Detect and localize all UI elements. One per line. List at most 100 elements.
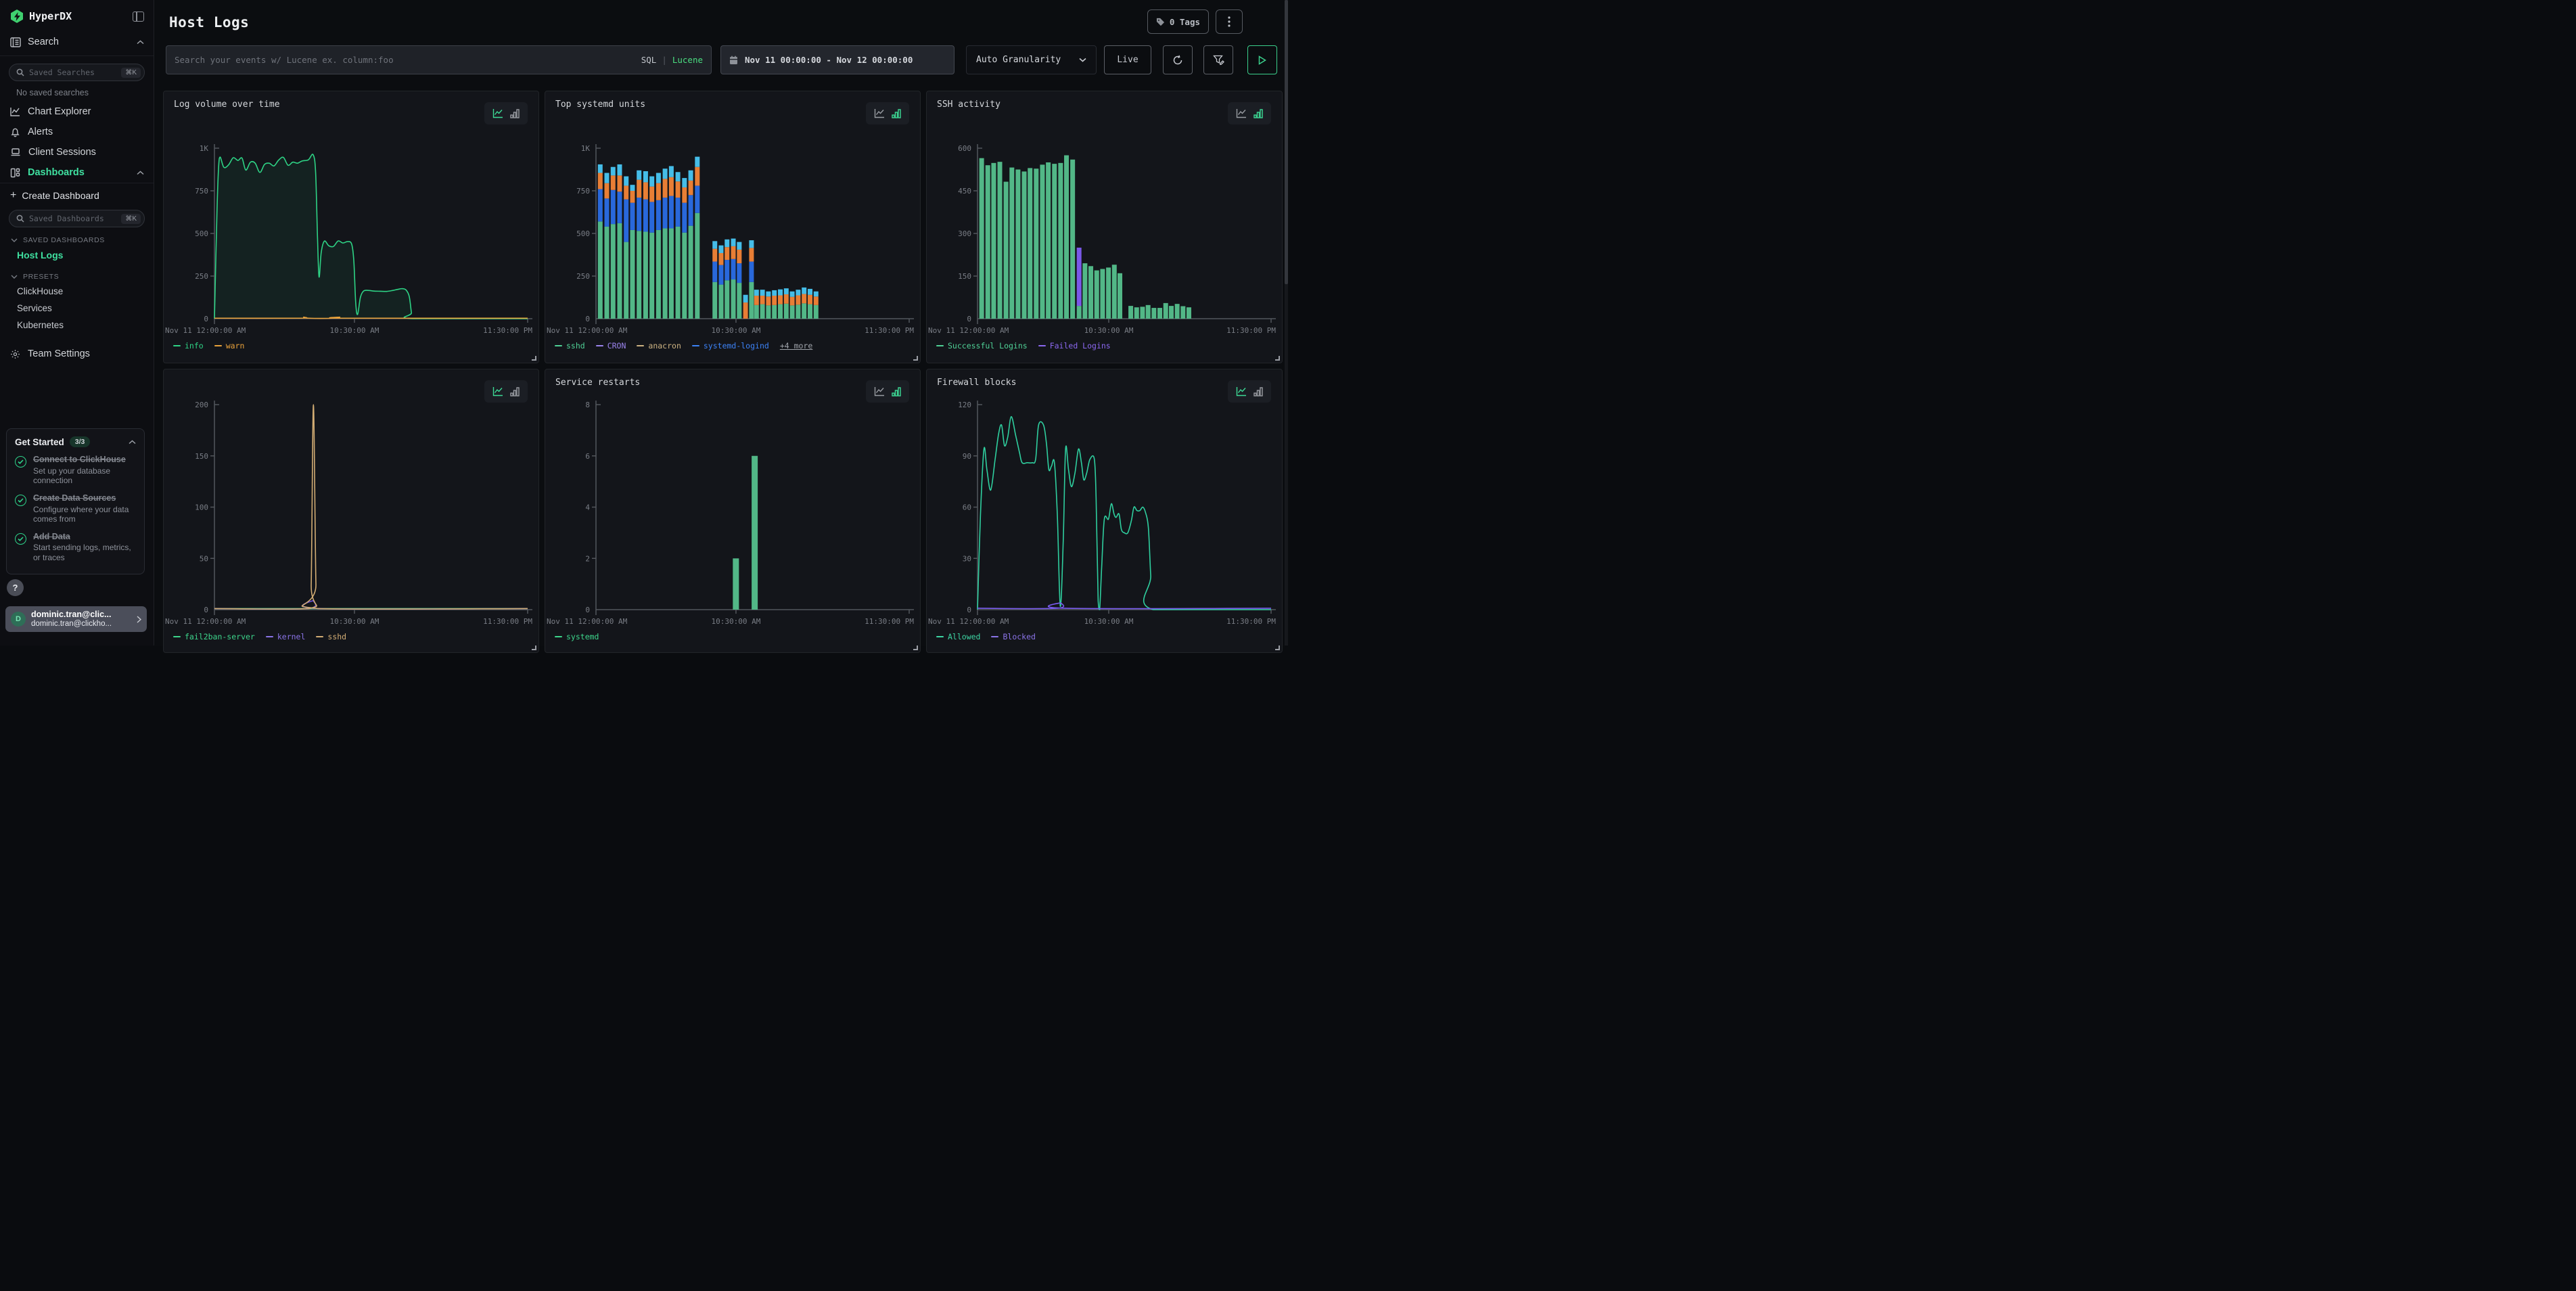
sidebar-item-kubernetes[interactable]: Kubernetes [17, 320, 64, 330]
bar-segment [1151, 308, 1157, 319]
chart-panel-auth-failures[interactable]: 200 150 100 50 0 Nov 11 12:00:00 AM 10:30:00 A… [163, 369, 539, 653]
chart-panel-top-systemd-units[interactable]: Top systemd units 1K 750 500 250 0 Nov 11 12:… [545, 91, 921, 363]
chevron-up-icon[interactable] [129, 439, 136, 445]
legend-item[interactable]: Successful Logins [936, 341, 1028, 350]
line-chart-icon[interactable] [1236, 108, 1247, 118]
more-menu-button[interactable] [1216, 9, 1243, 34]
chart-panel-ssh-activity[interactable]: SSH activity 600 450 300 150 0 Nov 11 12:00:0… [926, 91, 1283, 363]
lucene-toggle[interactable]: Lucene [672, 55, 703, 65]
legend-label: systemd [566, 632, 599, 641]
run-query-button[interactable] [1247, 45, 1277, 74]
resize-handle-icon[interactable] [532, 356, 536, 361]
time-range-picker[interactable]: Nov 11 00:00:00 - Nov 12 00:00:00 [720, 45, 954, 74]
resize-handle-icon[interactable] [913, 646, 918, 650]
saved-dashboards-input[interactable]: ⌘K [9, 210, 145, 227]
help-button[interactable]: ? [7, 579, 24, 596]
create-dashboard-button[interactable]: + Create Dashboard [10, 189, 99, 202]
presets-section[interactable]: PRESETS [0, 264, 154, 283]
bar-segment [675, 181, 681, 198]
bar-chart-icon[interactable] [892, 386, 901, 397]
series-kernel [214, 599, 528, 610]
sidebar-item-client-sessions[interactable]: Client Sessions [0, 142, 154, 162]
bar-segment [1015, 169, 1021, 319]
chart-panel-firewall-blocks[interactable]: Firewall blocks 120 90 60 30 0 Nov 11 12:00:0… [926, 369, 1283, 653]
y-axis-label: 250 [576, 272, 590, 281]
x-axis-label: Nov 11 12:00:00 AM [928, 326, 1009, 335]
sidebar-item-chart-explorer[interactable]: Chart Explorer [0, 101, 154, 122]
bar-segment [731, 238, 736, 246]
get-started-item[interactable]: Create Data Sources Configure where your… [15, 493, 136, 524]
saved-dashboards-section[interactable]: SAVED DASHBOARDS [0, 227, 154, 246]
bar-segment [737, 249, 742, 264]
bar-segment [997, 162, 1003, 319]
bar-segment [617, 175, 622, 192]
chart-panel-service-restarts[interactable]: Service restarts 8 6 4 2 0 Nov 11 12:00:00 AM… [545, 369, 921, 653]
legend-item[interactable]: warn [214, 341, 244, 350]
legend-swatch [265, 636, 273, 637]
legend-item[interactable]: Blocked [991, 632, 1036, 641]
chevron-up-icon [137, 170, 144, 175]
bar-segment [675, 226, 681, 319]
legend-item[interactable]: anacron [637, 341, 681, 350]
sidebar-item-host-logs[interactable]: Host Logs [17, 250, 64, 261]
line-chart-icon[interactable] [492, 386, 503, 397]
bar-segment [662, 228, 668, 319]
chart-plot: 1K 750 500 250 0 Nov 11 12:00:00 AM 10:30:00 A… [547, 144, 914, 335]
granularity-select[interactable]: Auto Granularity [966, 45, 1097, 74]
bar-chart-icon[interactable] [510, 108, 520, 118]
legend-item[interactable]: Allowed [936, 632, 980, 641]
get-started-item[interactable]: Connect to ClickHouse Set up your databa… [15, 455, 136, 486]
legend-item[interactable]: Failed Logins [1038, 341, 1111, 350]
line-chart-icon[interactable] [874, 386, 885, 397]
resize-handle-icon[interactable] [1275, 356, 1280, 361]
sidebar-item-dashboards[interactable]: Dashboards [0, 162, 154, 183]
refresh-button[interactable] [1163, 45, 1193, 74]
sidebar-item-alerts[interactable]: Alerts [0, 122, 154, 142]
bar-segment [668, 196, 674, 229]
sql-toggle[interactable]: SQL [641, 55, 657, 65]
live-button[interactable]: Live [1104, 45, 1151, 74]
sidebar-item-services[interactable]: Services [17, 303, 52, 313]
chart-panel-log-volume[interactable]: Log volume over time 1K 750 500 250 0 Nov 11 … [163, 91, 539, 363]
legend-item[interactable]: systemd [555, 632, 599, 641]
saved-searches-input[interactable]: ⌘K [9, 64, 145, 81]
bar-chart-icon[interactable] [1254, 108, 1263, 118]
legend-item[interactable]: sshd [555, 341, 585, 350]
bar-chart-icon[interactable] [1254, 386, 1263, 397]
divider [0, 55, 154, 56]
resize-handle-icon[interactable] [532, 646, 536, 650]
resize-handle-icon[interactable] [913, 356, 918, 361]
bar-chart-icon[interactable] [510, 386, 520, 397]
legend-item[interactable]: fail2ban-server [173, 632, 255, 641]
legend-item[interactable]: kernel [265, 632, 305, 641]
line-chart-icon[interactable] [492, 108, 503, 118]
bar-segment [688, 225, 693, 319]
resize-handle-icon[interactable] [1275, 646, 1280, 650]
sidebar-collapse-icon[interactable] [133, 11, 144, 22]
sidebar-item-clickhouse[interactable]: ClickHouse [17, 286, 64, 296]
legend-more-link[interactable]: +4 more [779, 341, 813, 350]
chart-type-toggle [484, 102, 528, 124]
line-chart-icon[interactable] [874, 108, 885, 118]
legend-item[interactable]: systemd-logind [691, 341, 769, 350]
line-chart-icon[interactable] [1236, 386, 1247, 397]
chart-type-toggle [866, 102, 909, 124]
bar-segment [802, 287, 807, 294]
search-input[interactable] [175, 55, 635, 65]
tags-button[interactable]: 0 Tags [1147, 9, 1209, 34]
filter-button[interactable] [1203, 45, 1233, 74]
bar-segment [1145, 304, 1151, 319]
y-axis-label: 60 [963, 503, 971, 512]
scrollbar-thumb[interactable] [1285, 0, 1288, 284]
legend-item[interactable]: CRON [595, 341, 626, 350]
get-started-item[interactable]: Add Data Start sending logs, metrics, or… [15, 532, 136, 563]
legend-item[interactable]: sshd [316, 632, 346, 641]
sidebar-item-team-settings[interactable]: Team Settings [0, 334, 154, 365]
sidebar-item-search[interactable]: Search [0, 30, 154, 55]
user-profile[interactable]: D dominic.tran@clic... dominic.tran@clic… [5, 606, 147, 632]
bar-chart-icon[interactable] [892, 108, 901, 118]
legend-item[interactable]: info [173, 341, 204, 350]
y-axis-label: 0 [204, 606, 208, 614]
window-scrollbar[interactable] [1285, 0, 1288, 646]
event-search-box[interactable]: SQL | Lucene [166, 45, 712, 74]
